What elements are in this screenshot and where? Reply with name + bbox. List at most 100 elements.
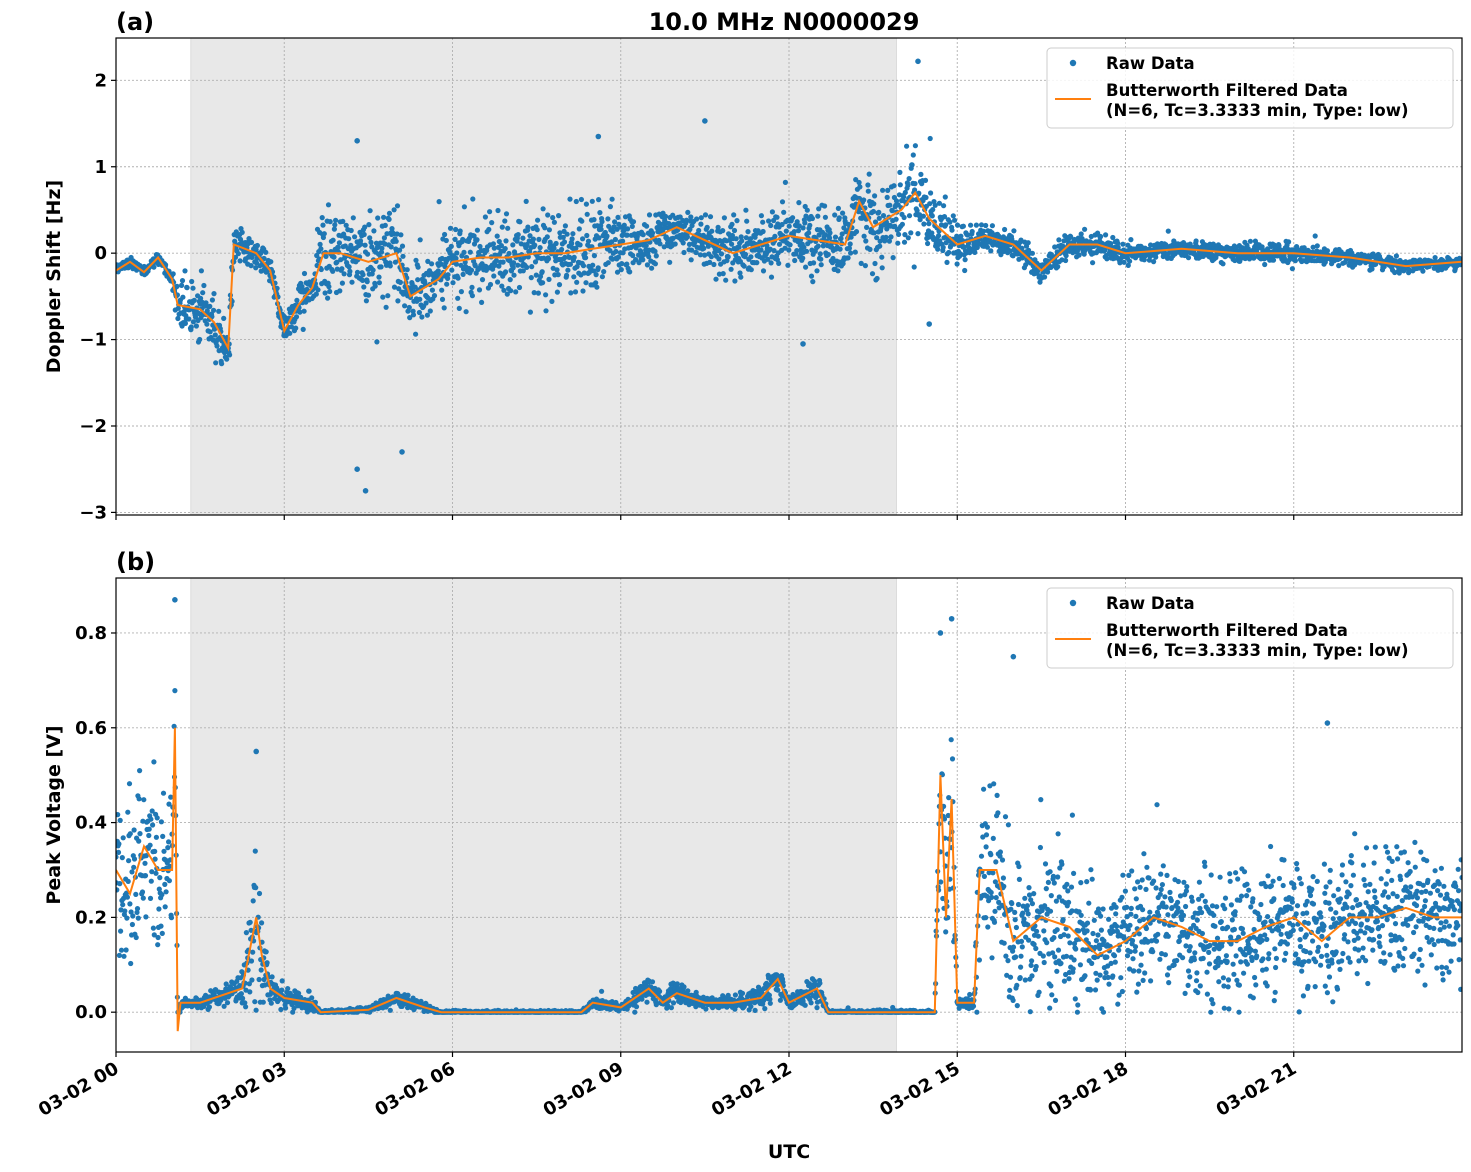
raw-data-point: [154, 815, 160, 821]
raw-data-point: [1396, 270, 1402, 276]
raw-data-point: [221, 1003, 227, 1009]
raw-data-point: [748, 254, 754, 260]
raw-data-point: [865, 188, 871, 194]
raw-data-point: [520, 235, 526, 241]
raw-data-point: [902, 189, 908, 196]
raw-data-point: [186, 316, 192, 322]
raw-data-point: [958, 233, 964, 239]
raw-data-point: [474, 227, 480, 233]
raw-data-point: [172, 688, 178, 694]
raw-data-point: [905, 182, 911, 188]
raw-data-point: [839, 231, 845, 237]
raw-data-point: [174, 283, 180, 289]
raw-data-point: [567, 261, 574, 267]
raw-data-point: [469, 284, 475, 290]
raw-data-point: [723, 277, 729, 283]
raw-data-point: [596, 235, 602, 241]
raw-data-point: [309, 995, 315, 1001]
raw-data-point: [370, 267, 376, 273]
raw-data-point: [253, 1007, 259, 1013]
raw-data-point: [701, 245, 707, 251]
raw-data-point: [294, 297, 300, 303]
raw-data-point: [796, 200, 802, 206]
raw-data-point: [662, 213, 669, 219]
raw-data-point: [614, 269, 621, 275]
raw-data-point: [372, 283, 378, 289]
raw-data-point: [128, 960, 134, 967]
raw-data-point: [657, 988, 663, 995]
raw-data-point: [1128, 237, 1134, 243]
raw-data-point: [368, 239, 374, 245]
raw-data-point: [381, 235, 387, 241]
raw-data-point: [569, 236, 575, 242]
raw-data-point: [392, 259, 398, 265]
raw-data-point: [561, 239, 568, 245]
raw-data-point: [829, 260, 836, 266]
raw-data-point: [346, 264, 352, 270]
raw-data-point: [929, 230, 935, 236]
raw-data-point: [341, 271, 347, 277]
raw-data-point: [523, 198, 529, 204]
raw-data-point: [243, 930, 249, 936]
raw-data-point: [162, 881, 168, 888]
raw-data-point: [612, 236, 619, 243]
raw-data-point: [147, 895, 154, 902]
raw-data-point: [649, 979, 656, 985]
raw-data-point: [954, 261, 960, 267]
raw-data-point: [936, 200, 943, 206]
raw-data-point: [930, 207, 936, 213]
raw-data-point: [378, 249, 385, 255]
raw-data-point: [449, 267, 455, 273]
raw-data-point: [491, 273, 497, 279]
raw-data-point: [646, 247, 652, 253]
raw-data-point: [278, 1006, 284, 1013]
raw-data-point: [644, 999, 650, 1005]
raw-data-point: [731, 212, 737, 218]
raw-data-point: [148, 816, 154, 822]
raw-data-point: [926, 321, 933, 327]
raw-data-point: [531, 290, 537, 296]
raw-data-point: [929, 213, 935, 219]
raw-data-point: [158, 923, 164, 929]
raw-data-point: [960, 223, 967, 229]
raw-data-point: [116, 849, 122, 855]
raw-data-point: [989, 223, 996, 229]
raw-data-point: [471, 233, 477, 239]
raw-data-point: [741, 263, 747, 269]
raw-data-point: [374, 339, 380, 345]
raw-data-point: [141, 797, 147, 803]
raw-data-point: [768, 260, 774, 266]
raw-data-point: [704, 224, 710, 230]
raw-data-point: [209, 297, 215, 303]
raw-data-point: [917, 217, 923, 223]
raw-data-point: [827, 235, 833, 241]
raw-data-point: [146, 826, 152, 832]
raw-data-point: [127, 831, 133, 837]
raw-data-point: [574, 279, 580, 285]
raw-data-point: [867, 246, 873, 252]
raw-data-point: [936, 233, 942, 239]
raw-data-point: [748, 267, 754, 273]
raw-data-point: [571, 254, 577, 260]
raw-data-point: [630, 219, 637, 225]
y-tick-label: 2: [94, 70, 107, 91]
raw-data-point: [539, 269, 545, 275]
raw-data-point: [200, 290, 206, 296]
raw-data-point: [1220, 261, 1226, 267]
raw-data-point: [758, 247, 764, 253]
raw-data-point: [406, 304, 412, 311]
raw-data-point: [330, 268, 336, 274]
raw-data-point: [161, 848, 167, 854]
raw-data-point: [835, 205, 842, 211]
raw-data-point: [501, 287, 507, 293]
raw-data-point: [593, 272, 599, 278]
raw-data-point: [555, 272, 561, 278]
raw-data-point: [362, 488, 369, 494]
raw-data-point: [870, 208, 877, 215]
raw-data-point: [133, 891, 139, 898]
raw-data-point: [570, 231, 576, 237]
raw-data-point: [490, 241, 496, 247]
raw-data-point: [954, 222, 961, 228]
raw-data-point: [880, 187, 886, 193]
raw-data-point: [1141, 257, 1147, 263]
